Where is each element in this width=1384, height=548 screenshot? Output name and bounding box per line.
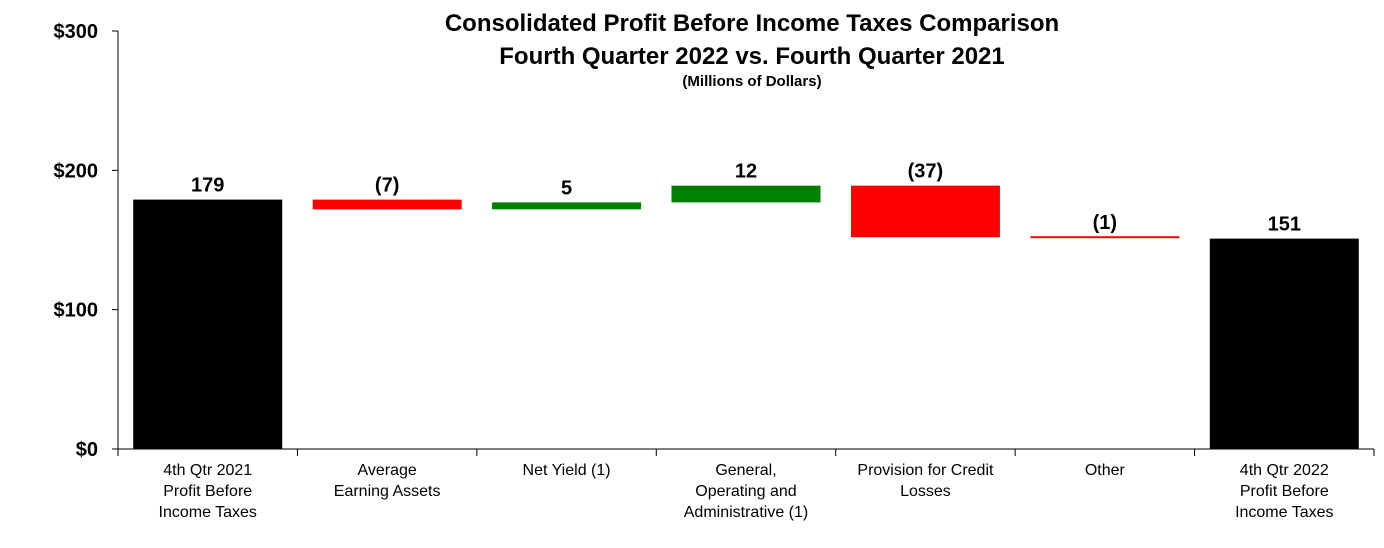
- category-label-line: Income Taxes: [159, 504, 257, 521]
- data-label: 151: [1268, 214, 1301, 236]
- data-label: 12: [735, 161, 757, 183]
- category-label: Net Yield (1): [523, 462, 611, 479]
- category-label-line: Profit Before: [1240, 483, 1329, 500]
- y-tick-label: $200: [54, 160, 99, 182]
- category-label-line: 4th Qtr 2022: [1240, 462, 1329, 479]
- category-label-line: Earning Assets: [334, 483, 441, 500]
- category-label-line: General,: [715, 462, 776, 479]
- bar-3: [671, 185, 821, 203]
- y-tick-label: $300: [54, 21, 99, 43]
- data-label: (1): [1093, 212, 1117, 234]
- chart-subtitle: Fourth Quarter 2022 vs. Fourth Quarter 2…: [499, 43, 1005, 70]
- chart-units-note: (Millions of Dollars): [682, 73, 821, 90]
- category-label-line: Operating and: [695, 483, 796, 500]
- category-label: 4th Qtr 2022 Profit Before Income Taxes: [1235, 462, 1333, 521]
- bar-2: [492, 202, 642, 210]
- category-label-line: Average: [357, 462, 416, 479]
- axes: $0 $100 $200 $300: [54, 21, 1375, 461]
- category-label: 4th Qtr 2021 Profit Before Income Taxes: [159, 462, 257, 521]
- y-tick-label: $100: [54, 300, 99, 322]
- category-label-line: Other: [1085, 462, 1126, 479]
- bar-1: [312, 199, 462, 210]
- category-label: Provision for Credit Losses: [857, 462, 994, 500]
- category-label: Average Earning Assets: [334, 462, 441, 500]
- bar-6: [1209, 238, 1359, 449]
- category-label: General, Operating and Administrative (1): [684, 462, 808, 521]
- category-label-line: Losses: [900, 483, 951, 500]
- data-label: 179: [191, 175, 224, 197]
- bar-0: [133, 199, 283, 449]
- category-label-line: Provision for Credit: [857, 462, 994, 479]
- category-label-line: Income Taxes: [1235, 504, 1333, 521]
- data-label: 5: [561, 177, 572, 199]
- bars: [133, 185, 1359, 449]
- data-labels: 179 (7) 5 12 (37) (1) 151: [191, 161, 1301, 236]
- chart-title: Consolidated Profit Before Income Taxes …: [445, 10, 1059, 37]
- bar-5: [1030, 236, 1180, 239]
- category-label-line: Profit Before: [163, 483, 252, 500]
- data-label: (7): [375, 175, 399, 197]
- data-label: (37): [908, 161, 944, 183]
- category-label-line: Administrative (1): [684, 504, 808, 521]
- category-label-line: Net Yield (1): [523, 462, 611, 479]
- category-label-line: 4th Qtr 2021: [163, 462, 252, 479]
- category-labels: 4th Qtr 2021 Profit Before Income Taxes Ave…: [159, 462, 1334, 521]
- y-tick-label: $0: [76, 439, 98, 461]
- category-label: Other: [1085, 462, 1126, 479]
- bar-4: [850, 185, 1000, 238]
